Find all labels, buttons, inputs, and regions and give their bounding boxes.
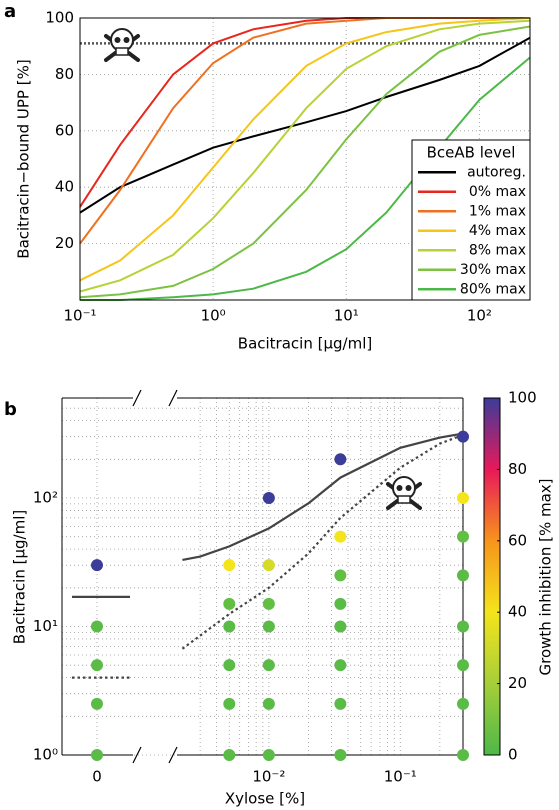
y-tick-label: 10² (33, 488, 58, 506)
y-tick-label: 10¹ (33, 617, 58, 635)
x-tick-label: 10⁻¹ (384, 768, 417, 786)
colorbar-tick-label: 100 (508, 389, 537, 407)
legend-label: 1% max (469, 203, 526, 219)
x-axis-label: Xylose [%] (225, 790, 305, 808)
skull-icon (104, 28, 140, 62)
skull-icon (386, 476, 422, 510)
data-point (91, 559, 103, 572)
series-line (79, 19, 531, 293)
panel-label: a (4, 1, 16, 22)
legend-label: 4% max (469, 223, 526, 239)
colorbar-tick-label: 40 (508, 603, 527, 621)
axis-break (132, 389, 142, 407)
x-axis-label: Bacitracin [μg/ml] (238, 335, 372, 353)
legend-box (411, 139, 531, 301)
series-line (80, 56, 531, 301)
data-point (91, 659, 103, 672)
data-point (262, 749, 275, 761)
data-point (334, 620, 347, 633)
data-point (334, 569, 347, 582)
x-tick-label: 10² (467, 307, 492, 325)
data-point (262, 559, 275, 572)
data-point (262, 620, 275, 633)
axis-break (168, 746, 178, 764)
data-point (91, 620, 103, 633)
data-point (457, 659, 469, 672)
data-point (457, 430, 469, 443)
data-point (262, 597, 275, 610)
data-point (262, 697, 275, 710)
y-tick-label: 100 (45, 9, 74, 27)
x-tick-label: 10⁰ (201, 307, 226, 325)
y-axis-label: Bacitracin−bound UPP [%] (15, 59, 33, 258)
legend-label: autoreg. (467, 164, 526, 180)
data-point (334, 697, 347, 710)
colorbar-tick-label: 60 (508, 531, 527, 549)
y-tick-label: 10⁰ (33, 746, 58, 764)
y-tick-label: 80 (55, 65, 74, 83)
colorbar-label: Growth inhibition [% max] (537, 478, 555, 675)
boundary-line (181, 433, 464, 650)
colorbar (483, 397, 501, 756)
data-point (223, 749, 236, 761)
data-point (457, 697, 469, 710)
data-point (91, 697, 103, 710)
series-line (79, 36, 531, 214)
data-point (457, 749, 469, 761)
axis-break (168, 389, 178, 407)
data-point (457, 620, 469, 633)
x-tick-label: 0 (92, 768, 102, 786)
legend-label: 8% max (469, 242, 526, 258)
series-line (79, 17, 531, 282)
y-tick-label: 60 (55, 121, 74, 139)
x-tick-label: 10⁻² (252, 768, 285, 786)
x-tick-label: 10⁻¹ (63, 307, 96, 325)
data-point (457, 530, 469, 543)
data-point (334, 659, 347, 672)
data-point (223, 620, 236, 633)
boundary-line (182, 432, 464, 561)
data-point (262, 659, 275, 672)
data-point (334, 530, 347, 543)
data-point (223, 697, 236, 710)
data-point (334, 597, 347, 610)
legend-label: 80% max (460, 281, 526, 297)
data-point (457, 569, 469, 582)
y-axis-label: Bacitracin [μg/ml] (11, 510, 29, 644)
data-point (334, 749, 347, 761)
data-point (262, 491, 275, 504)
colorbar-tick-label: 80 (508, 460, 527, 478)
series-line (79, 25, 531, 299)
data-point (223, 597, 236, 610)
axis-break (132, 746, 142, 764)
panel-label: b (4, 399, 17, 420)
x-tick-label: 10¹ (334, 307, 359, 325)
legend-title: BceAB level (427, 143, 516, 161)
legend-label: 0% max (469, 184, 526, 200)
y-tick-label: 40 (55, 178, 74, 196)
data-point (457, 491, 469, 504)
data-point (91, 749, 103, 761)
legend-label: 30% max (460, 262, 526, 278)
data-point (223, 659, 236, 672)
data-point (334, 453, 347, 466)
y-tick-label: 20 (55, 234, 74, 252)
colorbar-tick-label: 0 (508, 746, 518, 764)
data-point (223, 559, 236, 572)
colorbar-tick-label: 20 (508, 674, 527, 692)
